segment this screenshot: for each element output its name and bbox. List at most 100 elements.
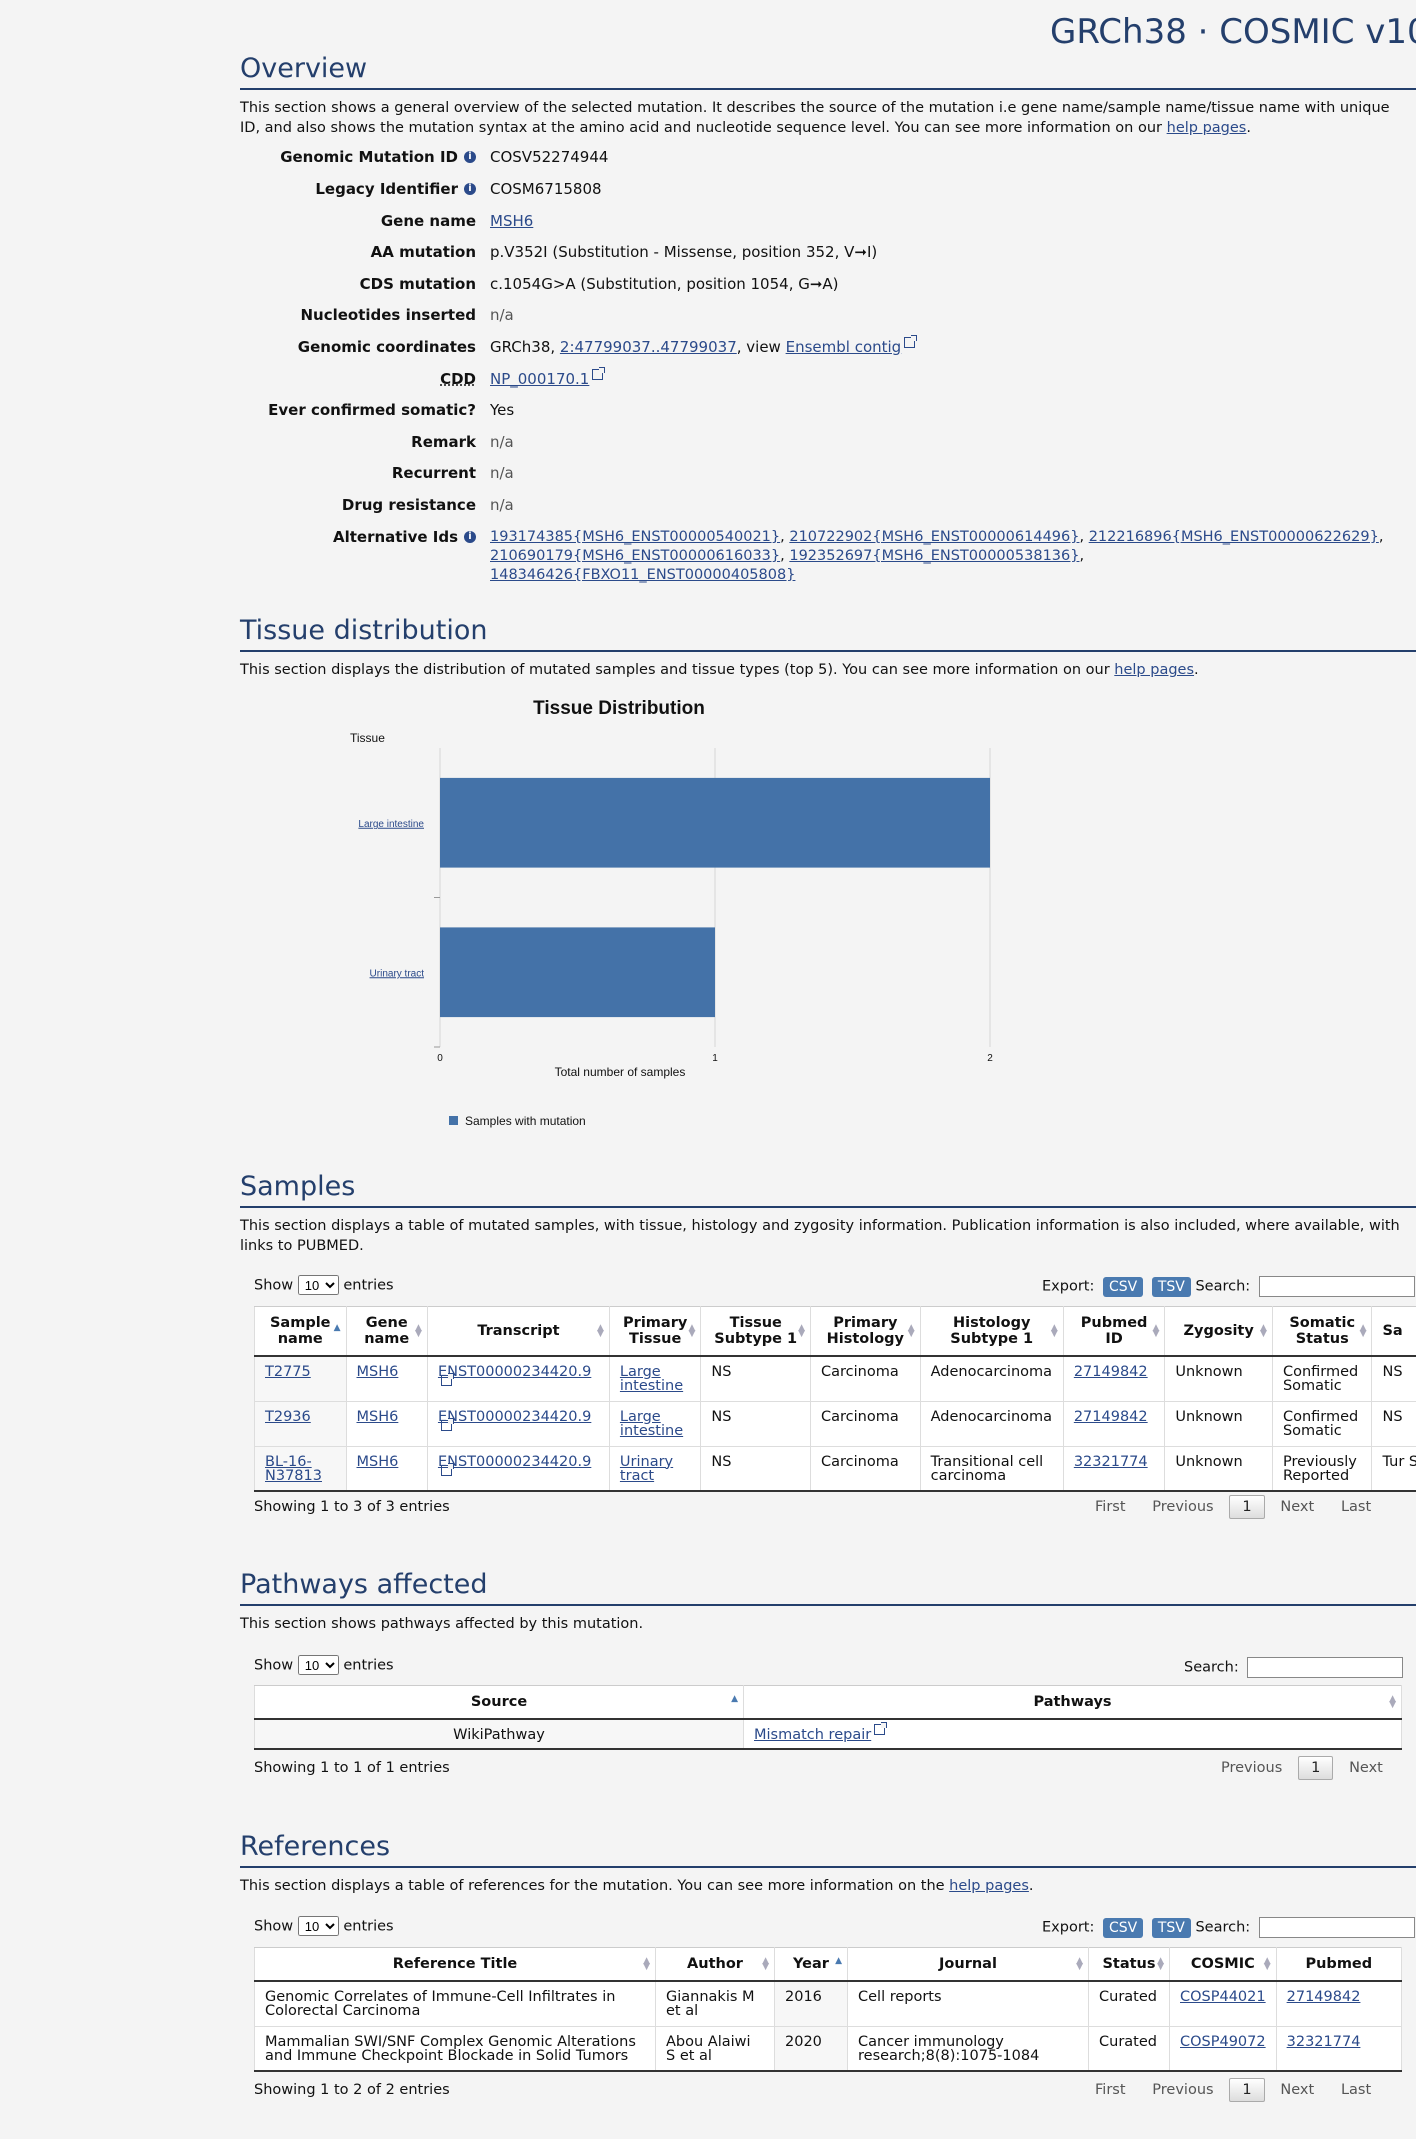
category-label: Urinary tract	[370, 968, 425, 979]
pager-previous[interactable]: Previous	[1221, 1760, 1283, 1776]
tissue-section: Tissue distribution This section display…	[240, 614, 1416, 680]
references-help-link[interactable]: help pages	[949, 1878, 1029, 1894]
pubmed-link[interactable]: 32321774	[1286, 2033, 1361, 2050]
alt-id-link[interactable]: 212216896{MSH6_ENST00000622629}	[1088, 529, 1379, 545]
references-intro: This section displays a table of referen…	[240, 1878, 1034, 1894]
col-sample-name[interactable]: Sample name ▲	[254, 1306, 347, 1357]
col-somatic-status[interactable]: Somatic Status ▲ ▼	[1272, 1306, 1373, 1357]
info-icon[interactable]: i	[464, 531, 476, 543]
pubmed-link[interactable]: 32321774	[1073, 1453, 1148, 1470]
alt-id-link[interactable]: 210690179{MSH6_ENST00000616033}	[490, 548, 781, 564]
pathways-search-input[interactable]	[1247, 1657, 1404, 1678]
ensembl-contig-link[interactable]: Ensembl contig	[785, 338, 902, 356]
site-brand: GRCh38 · COSMIC v104	[1050, 12, 1416, 52]
col-histology-subtype[interactable]: Histology Subtype 1 ▲ ▼	[920, 1306, 1064, 1357]
info-icon[interactable]: i	[464, 183, 476, 195]
col-cosmic[interactable]: COSMIC ▲ ▼	[1169, 1947, 1277, 1982]
pathway-link[interactable]: Mismatch repair	[754, 1727, 872, 1743]
x-tick-label: 1	[712, 1053, 718, 1064]
x-tick-label: 0	[437, 1053, 443, 1064]
pathways-page-size-select[interactable]: 10	[297, 1655, 339, 1675]
export-tsv-button[interactable]: TSV	[1151, 1917, 1191, 1938]
pathways-section: Pathways affected This section shows pat…	[240, 1568, 1416, 1634]
col-primary-tissue[interactable]: Primary Tissue ▲ ▼	[609, 1306, 702, 1357]
pubmed-link[interactable]: 27149842	[1286, 1989, 1361, 2005]
col-source[interactable]: Source ▲	[254, 1685, 744, 1720]
pathways-heading: Pathways affected	[240, 1568, 1416, 1606]
external-link-icon	[440, 1417, 454, 1431]
transcript-link[interactable]: ENST00000234420.9	[437, 1408, 592, 1425]
pager-first[interactable]: First	[1095, 2082, 1126, 2098]
export-csv-button[interactable]: CSV	[1102, 1276, 1144, 1297]
gene-name-link[interactable]: MSH6	[490, 212, 534, 230]
pager-page-1[interactable]: 1	[1229, 2078, 1265, 2102]
col-sample-type[interactable]: Sa	[1371, 1306, 1416, 1357]
info-icon[interactable]: i	[464, 151, 476, 163]
samples-search-input[interactable]	[1258, 1276, 1415, 1297]
col-zygosity[interactable]: Zygosity ▲ ▼	[1164, 1306, 1273, 1357]
transcript-link[interactable]: ENST00000234420.9	[437, 1364, 592, 1380]
col-gene-name[interactable]: Gene name ▲ ▼	[346, 1306, 428, 1357]
overview-section: Overview This section shows a general ov…	[240, 52, 1416, 598]
col-reference-title[interactable]: Reference Title ▲ ▼	[254, 1947, 656, 1982]
external-link-icon	[440, 1373, 454, 1386]
col-pubmed[interactable]: Pubmed	[1276, 1947, 1403, 1982]
chart-y-axis-label: Tissue	[350, 731, 385, 745]
pager-page-1[interactable]: 1	[1298, 1756, 1334, 1780]
pager-next[interactable]: Next	[1280, 2082, 1315, 2098]
cosmic-study-link[interactable]: COSP44021	[1180, 1989, 1266, 2005]
col-pathways[interactable]: Pathways ▲ ▼	[743, 1685, 1402, 1720]
col-tissue-subtype[interactable]: Tissue Subtype 1 ▲ ▼	[700, 1306, 812, 1357]
references-heading: References	[240, 1830, 1416, 1868]
references-search-input[interactable]	[1258, 1917, 1415, 1938]
col-transcript[interactable]: Transcript ▲ ▼	[427, 1306, 610, 1357]
col-pubmed-id[interactable]: Pubmed ID ▲ ▼	[1063, 1306, 1166, 1357]
pager-page-1[interactable]: 1	[1229, 1495, 1265, 1519]
overview-heading: Overview	[240, 52, 1416, 90]
pager-next[interactable]: Next	[1349, 1760, 1383, 1776]
pathways-length-control: Show 10 entries	[254, 1655, 394, 1675]
tissue-link[interactable]: Urinary tract	[619, 1453, 674, 1484]
col-primary-histology[interactable]: Primary Histology ▲ ▼	[810, 1306, 921, 1357]
samples-info: Showing 1 to 3 of 3 entries	[254, 1499, 450, 1515]
pathways-search: Search:	[1184, 1657, 1404, 1678]
pager-next[interactable]: Next	[1280, 1499, 1315, 1515]
sample-link[interactable]: T2775	[265, 1364, 311, 1380]
table-row: Genomic Correlates of Immune-Cell Infilt…	[254, 1981, 1403, 2027]
gene-link[interactable]: MSH6	[356, 1364, 399, 1380]
pager-first[interactable]: First	[1095, 1499, 1126, 1515]
cosmic-study-link[interactable]: COSP49072	[1180, 2033, 1266, 2050]
tissue-help-link[interactable]: help pages	[1114, 662, 1195, 678]
pager-previous[interactable]: Previous	[1152, 1499, 1214, 1515]
tissue-link[interactable]: Large intestine	[619, 1364, 684, 1394]
sample-link[interactable]: BL-16-N37813	[265, 1453, 322, 1484]
export-csv-button[interactable]: CSV	[1102, 1917, 1144, 1938]
alt-id-link[interactable]: 193174385{MSH6_ENST00000540021}	[490, 529, 781, 545]
transcript-link[interactable]: ENST00000234420.9	[437, 1453, 592, 1470]
pager-last[interactable]: Last	[1340, 2082, 1372, 2098]
alt-id-link[interactable]: 148346426{FBXO11_ENST00000405808}	[490, 567, 796, 583]
alt-id-link[interactable]: 192352697{MSH6_ENST00000538136}	[789, 548, 1080, 564]
sample-link[interactable]: T2936	[265, 1408, 311, 1425]
alt-id-link[interactable]: 210722902{MSH6_ENST00000614496}	[789, 529, 1080, 545]
col-author[interactable]: Author ▲ ▼	[655, 1947, 775, 1982]
col-journal[interactable]: Journal ▲ ▼	[847, 1947, 1089, 1982]
overview-help-link[interactable]: help pages	[1166, 120, 1247, 136]
col-year[interactable]: Year ▲	[774, 1947, 848, 1982]
tissue-link[interactable]: Large intestine	[619, 1408, 684, 1439]
cdd-link[interactable]: NP_000170.1	[490, 370, 590, 388]
external-link-icon	[904, 335, 918, 348]
samples-table-wrap: Sample name ▲ Gene name ▲ ▼ Transcript ▲ ▼ Pr…	[254, 1306, 1416, 1492]
col-status[interactable]: Status ▲ ▼	[1088, 1947, 1170, 1982]
pager-last[interactable]: Last	[1340, 1499, 1372, 1515]
gene-link[interactable]: MSH6	[356, 1453, 399, 1470]
references-page-size-select[interactable]: 10	[297, 1916, 339, 1936]
export-tsv-button[interactable]: TSV	[1151, 1276, 1191, 1297]
pager-previous[interactable]: Previous	[1152, 2082, 1214, 2098]
gene-link[interactable]: MSH6	[356, 1408, 399, 1425]
pubmed-link[interactable]: 27149842	[1073, 1364, 1148, 1380]
chart-title: Tissue Distribution	[533, 698, 705, 719]
pubmed-link[interactable]: 27149842	[1073, 1408, 1148, 1425]
genomic-coordinates-link[interactable]: 2:47799037..47799037	[559, 338, 737, 356]
samples-page-size-select[interactable]: 10	[297, 1275, 339, 1295]
